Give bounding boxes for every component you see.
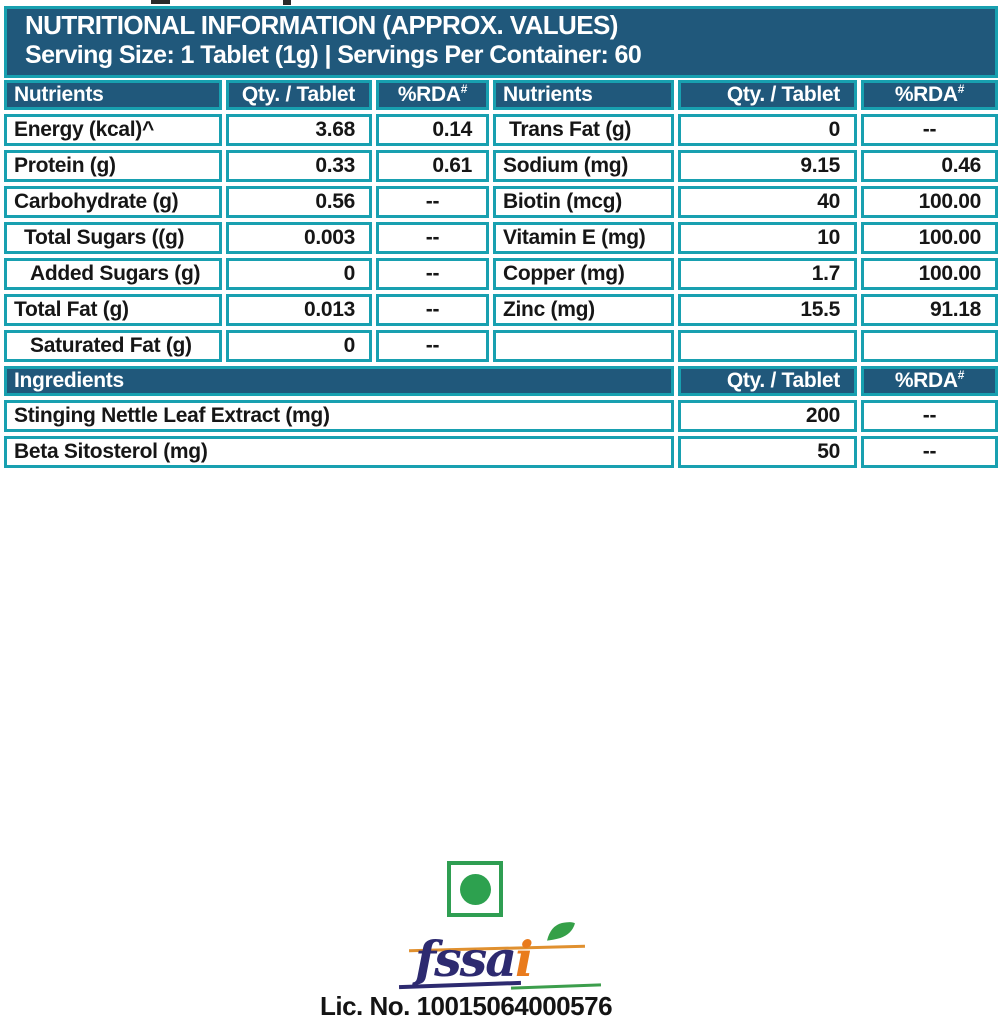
nutrient-row: Total Fat (g) 0.013 -- Zinc (mg) 15.5 91…	[4, 294, 998, 327]
ingredient-row: Beta Sitosterol (mg) 50 --	[4, 436, 998, 469]
nutrient-row: Protein (g) 0.33 0.61 Sodium (mg) 9.15 0…	[4, 150, 998, 183]
label-title: NUTRITIONAL INFORMATION (APPROX. VALUES)	[25, 10, 618, 40]
rda-cell: 0.46	[861, 150, 998, 183]
qty-cell: 0.56	[226, 186, 372, 219]
ingredients-col-qty: Qty. / Tablet	[678, 366, 857, 397]
qty-cell: 200	[678, 400, 857, 433]
nutrient-name-cell: Biotin (mcg)	[493, 186, 674, 219]
nutrient-name-cell: Total Sugars ((g)	[4, 222, 222, 255]
qty-cell: 1.7	[678, 258, 857, 291]
qty-cell: 0.013	[226, 294, 372, 327]
col-header-nutrients-left: Nutrients	[4, 80, 222, 111]
nutrient-row: Carbohydrate (g) 0.56 -- Biotin (mcg) 40…	[4, 186, 998, 219]
rda-cell: --	[861, 436, 998, 469]
fssai-wordmark: fssai	[415, 934, 534, 984]
fssai-logo: fssai	[398, 922, 602, 990]
nutrient-name-cell: Carbohydrate (g)	[4, 186, 222, 219]
qty-cell: 50	[678, 436, 857, 469]
leaf-icon	[547, 922, 575, 941]
ingredients-col-rda: %RDA#	[861, 366, 998, 397]
rda-cell: 100.00	[861, 258, 998, 291]
ingredient-name-cell: Beta Sitosterol (mg)	[4, 436, 674, 469]
qty-cell: 0	[678, 114, 857, 147]
rda-cell: 0.61	[376, 150, 489, 183]
rda-label: %RDA	[894, 369, 958, 393]
rda-cell: 91.18	[861, 294, 998, 327]
rda-superscript: #	[957, 82, 965, 97]
col-header-nutrients-right: Nutrients	[493, 80, 674, 111]
nutrition-table: Nutrients Qty. / Tablet %RDA# Nutrients …	[0, 76, 1002, 472]
rda-cell: --	[861, 400, 998, 433]
rda-cell: --	[376, 330, 489, 363]
title-bar: NUTRITIONAL INFORMATION (APPROX. VALUES)…	[4, 6, 998, 79]
vegetarian-dot-icon	[459, 873, 491, 905]
nutrient-name-cell: Energy (kcal)^	[4, 114, 222, 147]
qty-cell: 0	[226, 330, 372, 363]
ingredients-header: Ingredients	[4, 366, 674, 397]
nutrient-name-cell: Protein (g)	[4, 150, 222, 183]
nutrient-name-cell: Total Fat (g)	[4, 294, 222, 327]
qty-cell: 0	[226, 258, 372, 291]
nutrient-row: Total Sugars ((g) 0.003 -- Vitamin E (mg…	[4, 222, 998, 255]
rda-label: %RDA	[397, 83, 461, 107]
empty-cell	[493, 330, 674, 363]
qty-cell: 0.33	[226, 150, 372, 183]
empty-cell	[678, 330, 857, 363]
nutrient-row: Energy (kcal)^ 3.68 0.14 Trans Fat (g) 0…	[4, 114, 998, 147]
rda-label: %RDA	[894, 83, 958, 107]
nutrient-name-cell: Zinc (mg)	[493, 294, 674, 327]
cropped-print-artifact	[283, 0, 291, 5]
rda-cell: --	[376, 294, 489, 327]
qty-cell: 3.68	[226, 114, 372, 147]
rda-superscript: #	[460, 82, 468, 97]
nutrient-name-cell: Sodium (mg)	[493, 150, 674, 183]
rda-cell: 100.00	[861, 186, 998, 219]
nutrition-label: NUTRITIONAL INFORMATION (APPROX. VALUES)…	[4, 6, 998, 472]
col-header-rda-right: %RDA#	[861, 80, 998, 111]
serving-info: Serving Size: 1 Tablet (1g) | Servings P…	[25, 40, 642, 69]
qty-cell: 0.003	[226, 222, 372, 255]
nutrient-name-cell: Trans Fat (g)	[493, 114, 674, 147]
cropped-print-artifact	[151, 0, 170, 4]
rda-superscript: #	[957, 368, 965, 383]
rda-cell: --	[376, 222, 489, 255]
qty-cell: 10	[678, 222, 857, 255]
license-number: Lic. No. 10015064000576	[319, 991, 613, 1021]
vegetarian-symbol	[447, 861, 503, 917]
qty-cell: 40	[678, 186, 857, 219]
ingredients-header-row: Ingredients Qty. / Tablet %RDA#	[4, 366, 998, 397]
nutrient-name-cell: Copper (mg)	[493, 258, 674, 291]
nutrient-row: Added Sugars (g) 0 -- Copper (mg) 1.7 10…	[4, 258, 998, 291]
rda-cell: --	[376, 258, 489, 291]
nutrient-name-cell: Vitamin E (mg)	[493, 222, 674, 255]
col-header-qty-right: Qty. / Tablet	[678, 80, 857, 111]
rda-cell: 100.00	[861, 222, 998, 255]
col-header-rda-left: %RDA#	[376, 80, 489, 111]
ingredient-name-cell: Stinging Nettle Leaf Extract (mg)	[4, 400, 674, 433]
empty-cell	[861, 330, 998, 363]
qty-cell: 9.15	[678, 150, 857, 183]
column-header-row: Nutrients Qty. / Tablet %RDA# Nutrients …	[4, 80, 998, 111]
col-header-qty-left: Qty. / Tablet	[226, 80, 372, 111]
nutrient-name-cell: Saturated Fat (g)	[4, 330, 222, 363]
qty-cell: 15.5	[678, 294, 857, 327]
rda-cell: --	[376, 186, 489, 219]
ingredient-row: Stinging Nettle Leaf Extract (mg) 200 --	[4, 400, 998, 433]
fssai-text-navy: fssa	[415, 930, 517, 988]
rda-cell: --	[861, 114, 998, 147]
nutrient-row: Saturated Fat (g) 0 --	[4, 330, 998, 363]
rda-cell: 0.14	[376, 114, 489, 147]
nutrient-name-cell: Added Sugars (g)	[4, 258, 222, 291]
fssai-text-orange: i	[515, 930, 534, 988]
